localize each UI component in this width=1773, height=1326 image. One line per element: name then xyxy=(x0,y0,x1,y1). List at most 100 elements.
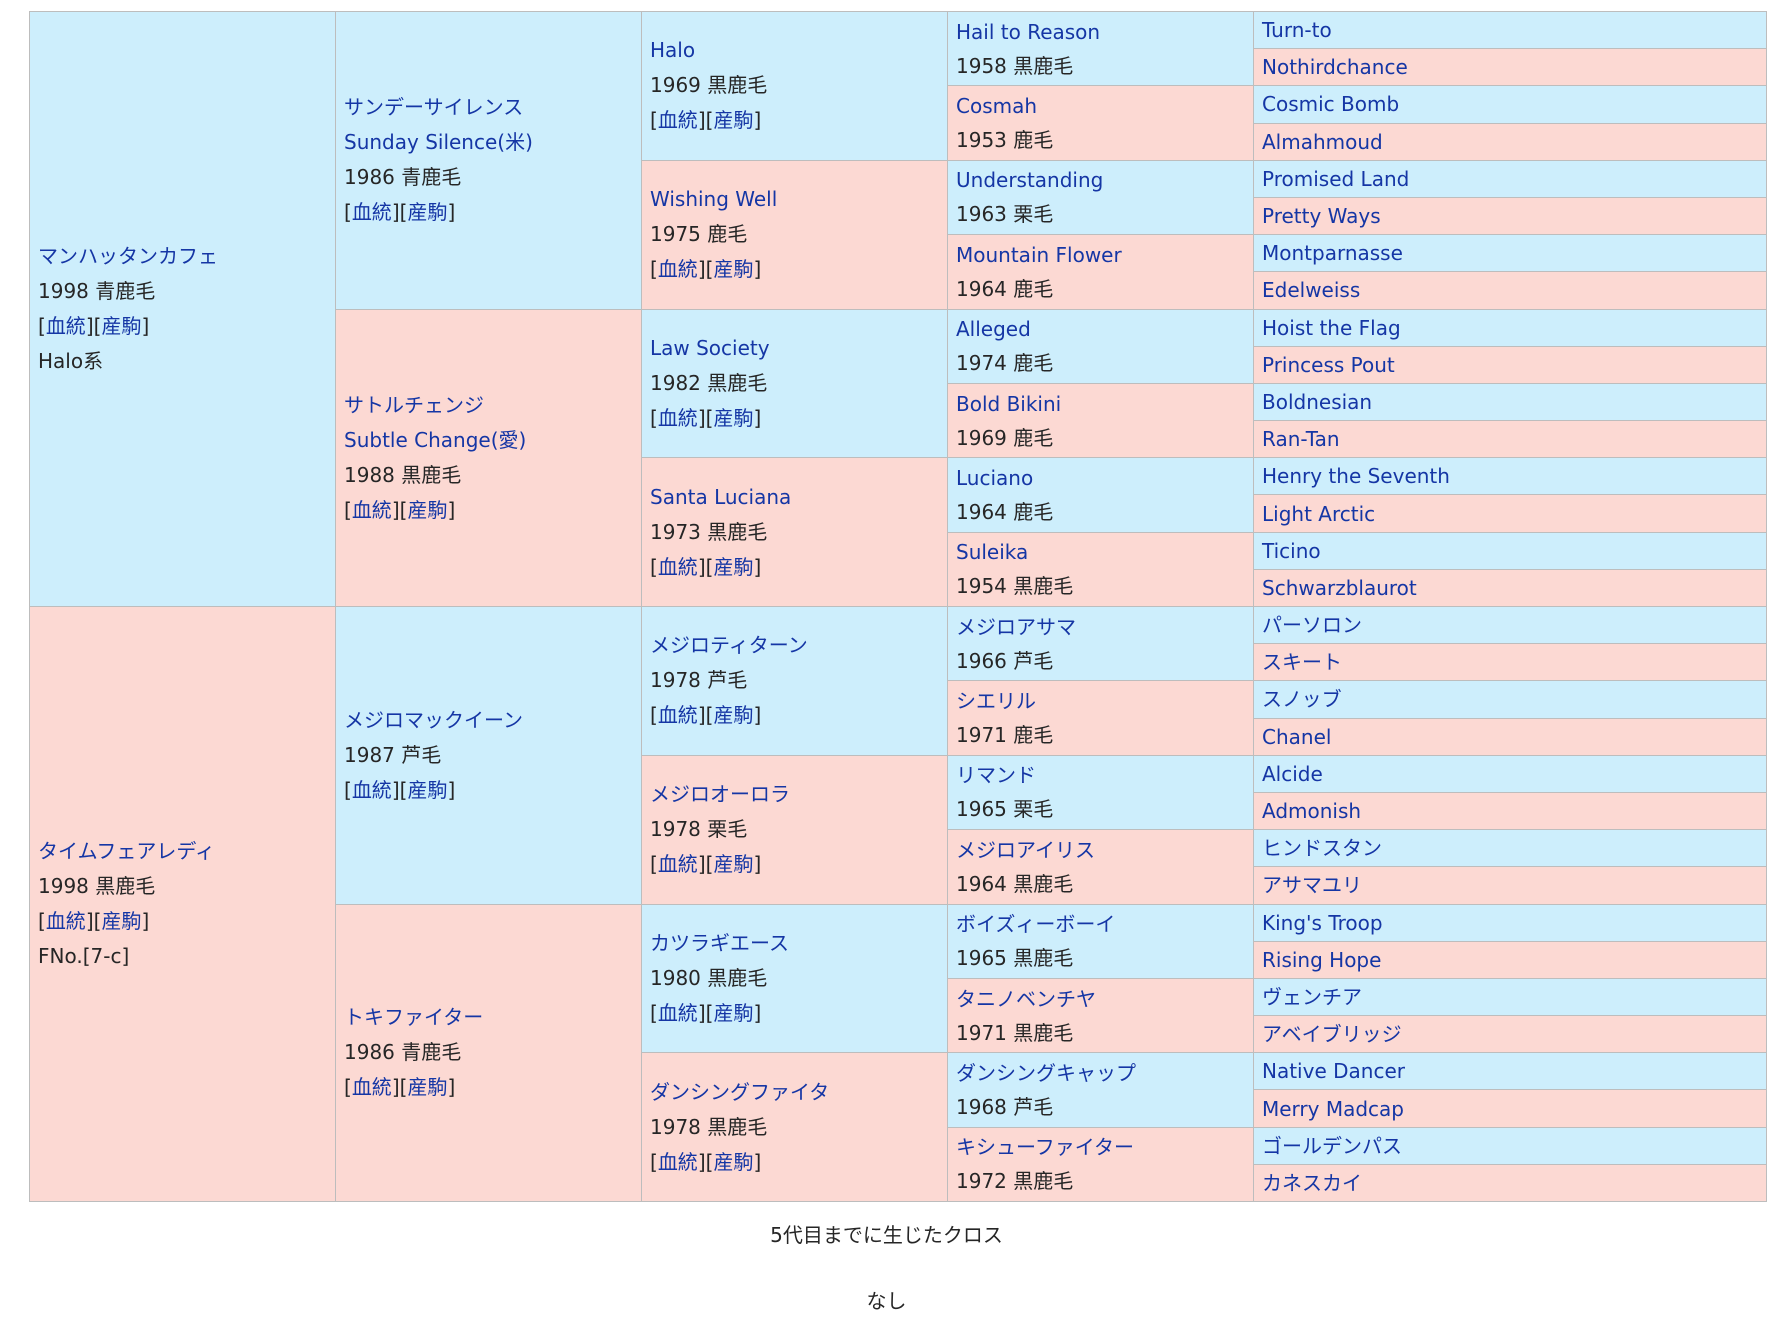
horse-name-link[interactable]: メジロオーロラ xyxy=(650,782,790,807)
horse-name-link[interactable]: スキート xyxy=(1262,650,1342,675)
horse-name-link[interactable]: Schwarzblaurot xyxy=(1262,575,1417,600)
horse-name-link[interactable]: Alleged xyxy=(956,317,1031,342)
horse-name-link[interactable]: Nothirdchance xyxy=(1262,55,1408,80)
progeny-link[interactable]: 産駒 xyxy=(713,1149,754,1174)
horse-name-link[interactable]: Rising Hope xyxy=(1262,947,1382,972)
horse-name-link[interactable]: Boldnesian xyxy=(1262,389,1373,414)
horse-name-link[interactable]: Montparnasse xyxy=(1262,241,1403,266)
horse-name-link[interactable]: メジロアイリス xyxy=(956,837,1095,862)
horse-name-link[interactable]: Pretty Ways xyxy=(1262,204,1381,229)
horse-name-link[interactable]: Hail to Reason xyxy=(956,19,1101,44)
bloodline-link[interactable]: 血統 xyxy=(657,405,698,430)
horse-name-link[interactable]: タニノベンチヤ xyxy=(956,986,1096,1011)
progeny-link[interactable]: 産駒 xyxy=(713,703,754,728)
horse-name-link[interactable]: Henry the Seventh xyxy=(1262,464,1450,489)
horse-name-link[interactable]: Merry Madcap xyxy=(1262,1096,1405,1121)
horse-name-link[interactable]: Suleika xyxy=(956,540,1029,565)
horse-name-link[interactable]: Wishing Well xyxy=(650,187,778,212)
horse-name-link[interactable]: Hoist the Flag xyxy=(1262,315,1401,340)
progeny-link[interactable]: 産駒 xyxy=(713,257,754,282)
horse-name-link[interactable]: サトルチェンジ xyxy=(344,392,484,417)
progeny-link[interactable]: 産駒 xyxy=(407,497,448,522)
horse-name-link[interactable]: Turn-to xyxy=(1262,18,1332,43)
progeny-link[interactable]: 産駒 xyxy=(713,554,754,579)
bloodline-link[interactable]: 血統 xyxy=(657,257,698,282)
horse-name-link[interactable]: Ticino xyxy=(1262,538,1321,563)
horse-name-link[interactable]: メジロマックイーン xyxy=(344,707,523,732)
horse-name-link[interactable]: ゴールデンパス xyxy=(1262,1133,1402,1158)
progeny-link[interactable]: 産駒 xyxy=(101,909,142,933)
horse-foreign-name-link[interactable]: Subtle Change(愛) xyxy=(344,427,527,452)
horse-name-link[interactable]: Admonish xyxy=(1262,799,1362,824)
horse-name-link[interactable]: マンハッタンカフェ xyxy=(38,244,218,268)
horse-name-link[interactable]: パーソロン xyxy=(1262,613,1362,638)
horse-name-link[interactable]: メジロティターン xyxy=(650,633,808,658)
horse-birth-color: 1988 黒鹿毛 xyxy=(344,462,462,487)
bloodline-link[interactable]: 血統 xyxy=(351,1075,392,1100)
horse-name-link[interactable]: ダンシングファイタ xyxy=(650,1079,830,1104)
pedigree-links: [血統][産駒] xyxy=(650,847,947,882)
bloodline-link[interactable]: 血統 xyxy=(657,703,698,728)
pedigree-cell-gen5: Rising Hope xyxy=(1253,940,1767,979)
progeny-link[interactable]: 産駒 xyxy=(407,200,448,225)
horse-name-link[interactable]: Light Arctic xyxy=(1262,501,1376,526)
bloodline-link[interactable]: 血統 xyxy=(45,909,86,933)
bracket: [ xyxy=(399,1075,408,1100)
horse-name-link[interactable]: カネスカイ xyxy=(1262,1170,1362,1195)
progeny-link[interactable]: 産駒 xyxy=(713,1000,754,1025)
horse-name-link[interactable]: ボイズィーボーイ xyxy=(956,912,1116,937)
horse-name-link[interactable]: Princess Pout xyxy=(1262,352,1395,377)
horse-name-link[interactable]: キシューファイター xyxy=(956,1135,1134,1160)
bloodline-link[interactable]: 血統 xyxy=(657,1000,698,1025)
horse-name-link[interactable]: メジロアサマ xyxy=(956,614,1076,639)
bloodline-link[interactable]: 血統 xyxy=(657,852,698,877)
horse-name-link[interactable]: Alcide xyxy=(1262,761,1323,786)
horse-name-link[interactable]: ダンシングキャップ xyxy=(956,1060,1136,1085)
bloodline-link[interactable]: 血統 xyxy=(657,554,698,579)
horse-name-link[interactable]: Native Dancer xyxy=(1262,1059,1405,1084)
bloodline-link[interactable]: 血統 xyxy=(351,497,392,522)
progeny-link[interactable]: 産駒 xyxy=(407,1075,448,1100)
pedigree-cell-gen1: マンハッタンカフェ 1998 青鹿毛 [血統][産駒] Halo系 xyxy=(29,11,336,607)
progeny-link[interactable]: 産駒 xyxy=(713,108,754,133)
horse-name-link[interactable]: Santa Luciana xyxy=(650,484,792,509)
horse-name-link[interactable]: Halo xyxy=(650,38,696,63)
horse-name-link[interactable]: Luciano xyxy=(956,465,1034,490)
progeny-link[interactable]: 産駒 xyxy=(713,852,754,877)
pedigree-links: [血統][産駒] xyxy=(344,493,641,528)
horse-name-link[interactable]: スノッブ xyxy=(1262,687,1342,712)
progeny-link[interactable]: 産駒 xyxy=(713,405,754,430)
bloodline-link[interactable]: 血統 xyxy=(351,777,392,802)
horse-birth-color: 1971 黒鹿毛 xyxy=(956,1020,1074,1045)
horse-name-link[interactable]: Promised Land xyxy=(1262,166,1410,191)
horse-name-link[interactable]: Ran-Tan xyxy=(1262,427,1340,452)
horse-name-link[interactable]: タイムフェアレディ xyxy=(38,839,215,863)
progeny-link[interactable]: 産駒 xyxy=(101,314,142,338)
horse-name-link[interactable]: Understanding xyxy=(956,168,1104,193)
horse-birth-color: 1963 栗毛 xyxy=(956,202,1054,227)
horse-name-link[interactable]: Mountain Flower xyxy=(956,242,1122,267)
horse-name-link[interactable]: アベイブリッジ xyxy=(1262,1022,1402,1047)
horse-name-link[interactable]: Law Society xyxy=(650,335,770,360)
horse-name-link[interactable]: King's Troop xyxy=(1262,910,1383,935)
horse-name-link[interactable]: Cosmic Bomb xyxy=(1262,92,1400,117)
bloodline-link[interactable]: 血統 xyxy=(657,108,698,133)
horse-name-link[interactable]: Cosmah xyxy=(956,94,1038,119)
horse-name-link[interactable]: シエリル xyxy=(956,689,1036,714)
horse-name-link[interactable]: カツラギエース xyxy=(650,930,789,955)
horse-name-link[interactable]: リマンド xyxy=(956,763,1036,788)
progeny-link[interactable]: 産駒 xyxy=(407,777,448,802)
bloodline-link[interactable]: 血統 xyxy=(657,1149,698,1174)
bloodline-link[interactable]: 血統 xyxy=(351,200,392,225)
horse-name-link[interactable]: Chanel xyxy=(1262,724,1332,749)
horse-name-link[interactable]: Bold Bikini xyxy=(956,391,1062,416)
horse-name-link[interactable]: ヴェンチア xyxy=(1262,984,1362,1009)
horse-name-link[interactable]: サンデーサイレンス xyxy=(344,95,524,120)
horse-name-link[interactable]: Almahmoud xyxy=(1262,129,1383,154)
horse-name-link[interactable]: Edelweiss xyxy=(1262,278,1361,303)
horse-name-link[interactable]: ヒンドスタン xyxy=(1262,836,1382,861)
horse-name-link[interactable]: アサマユリ xyxy=(1262,873,1362,898)
bloodline-link[interactable]: 血統 xyxy=(45,314,86,338)
horse-name-link[interactable]: トキファイター xyxy=(344,1005,484,1030)
horse-foreign-name-link[interactable]: Sunday Silence(米) xyxy=(344,130,533,155)
